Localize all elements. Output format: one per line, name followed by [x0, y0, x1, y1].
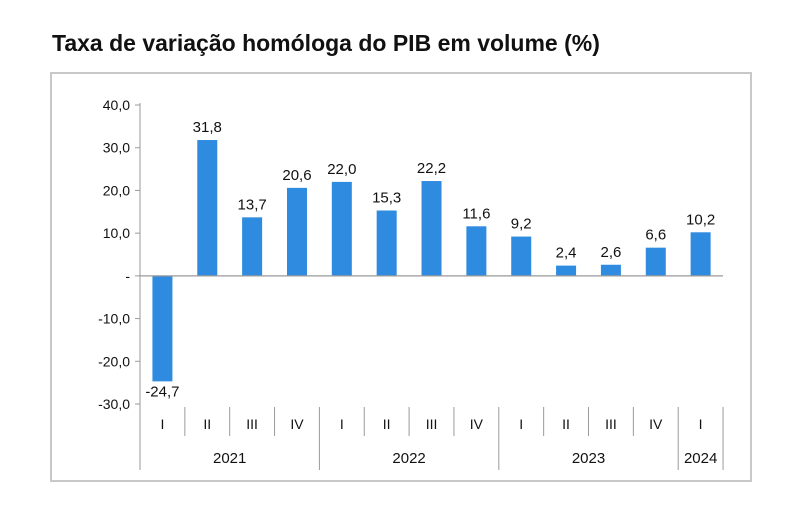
y-tick-label: 30,0 — [103, 140, 130, 156]
data-label: 13,7 — [238, 196, 267, 213]
quarter-label: I — [699, 416, 703, 432]
year-label: 2024 — [684, 450, 717, 467]
quarter-label: III — [246, 416, 258, 432]
y-tick-label: -10,0 — [98, 311, 130, 327]
bar — [197, 140, 218, 276]
data-label: 2,4 — [556, 245, 577, 262]
bar — [421, 181, 442, 276]
year-label: 2022 — [392, 450, 425, 467]
data-label: 10,2 — [686, 211, 715, 228]
data-label: 31,8 — [193, 119, 222, 136]
quarter-label: I — [160, 416, 164, 432]
y-tick-label: 10,0 — [103, 225, 130, 241]
quarter-label: II — [203, 416, 211, 432]
quarter-label: III — [426, 416, 438, 432]
data-label: 22,2 — [417, 160, 446, 177]
bar — [645, 247, 666, 276]
quarter-label: IV — [649, 416, 663, 432]
bar — [466, 226, 487, 276]
y-tick-label: -20,0 — [98, 353, 130, 369]
bar — [376, 210, 397, 276]
quarter-label: II — [383, 416, 391, 432]
y-tick-label: - — [125, 268, 130, 284]
quarter-label: IV — [470, 416, 484, 432]
bar — [286, 187, 307, 276]
data-label: 15,3 — [372, 190, 401, 207]
y-tick-label: -30,0 — [98, 396, 130, 412]
data-label: 9,2 — [511, 216, 532, 233]
y-tick-label: 40,0 — [103, 97, 130, 113]
quarter-label: II — [562, 416, 570, 432]
bar — [331, 181, 352, 276]
year-label: 2023 — [572, 450, 605, 467]
bar — [690, 232, 711, 276]
data-label: 22,0 — [327, 161, 356, 178]
quarter-label: I — [519, 416, 523, 432]
quarter-label: I — [340, 416, 344, 432]
bar — [152, 275, 173, 382]
quarter-label: III — [605, 416, 617, 432]
chart-title: Taxa de variação homóloga do PIB em volu… — [52, 30, 600, 56]
data-label: 11,6 — [462, 205, 490, 222]
bar — [556, 265, 577, 276]
data-label: -24,7 — [145, 383, 179, 400]
year-label: 2021 — [213, 450, 246, 467]
bar — [242, 217, 263, 276]
quarter-label: IV — [290, 416, 304, 432]
bar — [511, 236, 532, 276]
chart-frame — [50, 72, 752, 482]
data-label: 2,6 — [600, 244, 621, 261]
bar — [600, 264, 621, 276]
y-tick-label: 20,0 — [103, 182, 130, 198]
data-label: 6,6 — [645, 227, 666, 244]
data-label: 20,6 — [282, 167, 311, 184]
